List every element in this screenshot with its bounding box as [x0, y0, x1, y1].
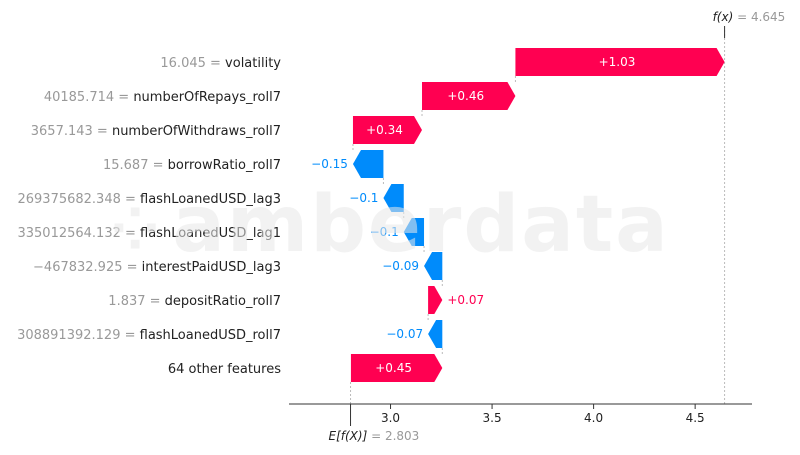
feature-name: volatility — [225, 56, 281, 71]
feature-label: 335012564.132 = flashLoanedUSD_lag1 — [17, 226, 281, 241]
bar-positive — [352, 116, 423, 144]
bar-value-label: −0.1 — [370, 225, 399, 239]
output-value-label: f(x) = 4.645 — [713, 10, 786, 24]
x-axis: 3.0 3.5 4.0 4.5 — [289, 403, 752, 425]
feature-label: 15.687 = borrowRatio_roll7 — [103, 158, 281, 173]
bar-value-label: −0.1 — [349, 191, 378, 205]
bar-value-label: +0.34 — [366, 123, 403, 137]
feature-name: borrowRatio_roll7 — [168, 158, 281, 173]
feature-label: 40185.714 = numberOfRepays_roll7 — [44, 90, 281, 105]
bar-value-label: +1.03 — [599, 55, 636, 69]
feature-value: 269375682.348 = — [17, 192, 140, 207]
bar-value-label: −0.15 — [311, 157, 348, 171]
bar-value-label: −0.09 — [382, 259, 419, 273]
feature-label: 1.837 = depositRatio_roll7 — [108, 294, 281, 309]
feature-name: numberOfRepays_roll7 — [133, 90, 281, 105]
feature-labels: 16.045 = volatility 40185.714 = numberOfR… — [17, 56, 281, 377]
feature-name: flashLoanedUSD_lag1 — [140, 226, 281, 241]
base-value-label: E[f(X)] = 2.803 — [329, 429, 420, 443]
bar-negative — [403, 218, 425, 246]
feature-label: 269375682.348 = flashLoanedUSD_lag3 — [17, 192, 281, 207]
feature-name: interestPaidUSD_lag3 — [142, 260, 281, 275]
feature-label: 3657.143 = numberOfWithdraws_roll7 — [31, 124, 281, 139]
bar-positive — [428, 286, 443, 314]
feature-value: 40185.714 = — [44, 90, 133, 105]
feature-name: depositRatio_roll7 — [165, 294, 281, 309]
connector-lines — [350, 30, 726, 404]
feature-value: 15.687 = — [103, 158, 168, 173]
bar-value-label: −0.07 — [386, 327, 423, 341]
x-tick-label: 3.0 — [381, 411, 400, 425]
x-tick-label: 4.0 — [584, 411, 603, 425]
x-tick-label: 4.5 — [686, 411, 705, 425]
feature-value: 308891392.129 = — [17, 328, 140, 343]
bar-positive — [350, 354, 443, 382]
annotations: E[f(X)] = 2.803 f(x) = 4.645 — [329, 10, 786, 443]
feature-value: 16.045 = — [160, 56, 225, 71]
bar-value-label: +0.45 — [375, 361, 412, 375]
feature-name: 64 other features — [168, 362, 281, 377]
feature-value: 3657.143 = — [31, 124, 112, 139]
bar-positive — [422, 82, 516, 110]
bars-group: +1.03 +0.46 +0.34 −0.15 −0.1 −0.1 −0.09 +0.07 −0… — [311, 48, 725, 382]
feature-name: flashLoanedUSD_lag3 — [140, 192, 281, 207]
feature-label: 16.045 = volatility — [160, 56, 281, 71]
x-tick-label: 3.5 — [483, 411, 502, 425]
bar-negative — [424, 252, 443, 280]
bar-value-label: +0.07 — [447, 293, 484, 307]
feature-value: −467832.925 = — [33, 260, 142, 275]
feature-name: numberOfWithdraws_roll7 — [112, 124, 281, 139]
bar-negative — [428, 320, 443, 348]
feature-label: 308891392.129 = flashLoanedUSD_roll7 — [17, 328, 281, 343]
feature-value: 1.837 = — [108, 294, 164, 309]
feature-label: −467832.925 = interestPaidUSD_lag3 — [33, 260, 281, 275]
feature-name: flashLoanedUSD_roll7 — [140, 328, 281, 343]
bar-negative — [352, 150, 384, 178]
feature-label: 64 other features — [168, 362, 281, 377]
bar-value-label: +0.46 — [447, 89, 484, 103]
bar-positive — [515, 48, 725, 76]
bar-negative — [383, 184, 404, 212]
feature-value: 335012564.132 = — [17, 226, 140, 241]
